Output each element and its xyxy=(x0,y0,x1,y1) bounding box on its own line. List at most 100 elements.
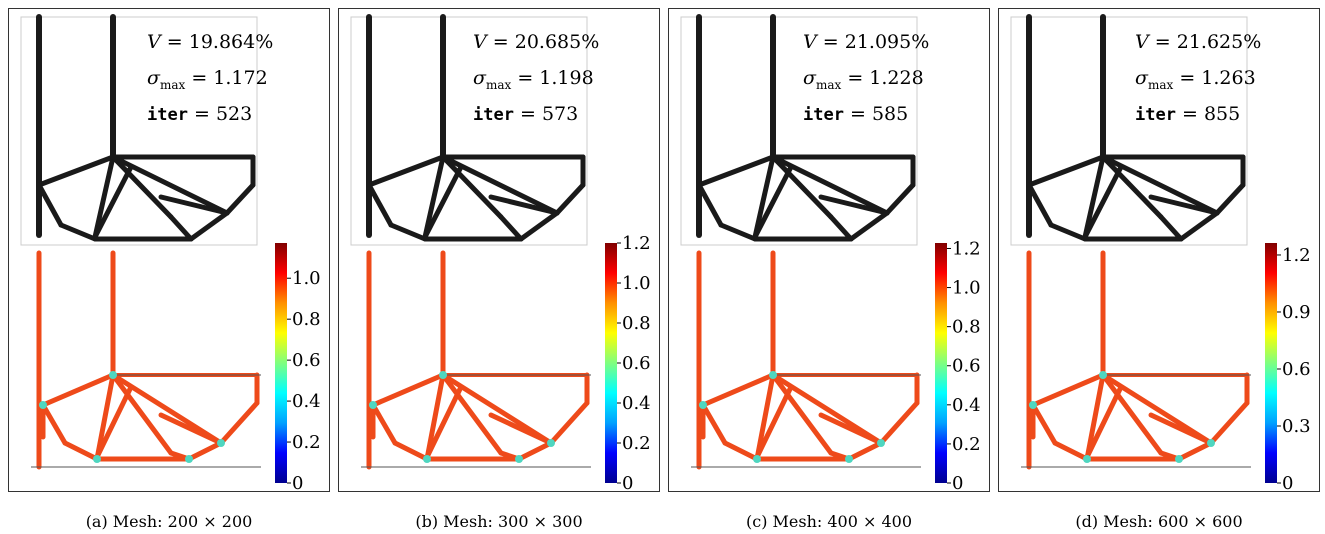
structure-member xyxy=(158,194,230,216)
figure-panel-c: 1.2 1.0 0.8 0.6 0.4 0.2 0 V = 21.095% σmax = 1… xyxy=(668,8,990,493)
joint-hotspot xyxy=(753,455,761,463)
stress-member xyxy=(1176,440,1214,462)
structure-density-plot xyxy=(350,14,588,246)
stress-member xyxy=(424,384,464,460)
stress-member xyxy=(770,372,834,456)
caption-a: (a) Mesh: 200 × 200 xyxy=(85,512,253,531)
structure-member xyxy=(422,154,446,240)
colorbar-tick-label: 0 xyxy=(292,473,303,493)
iteration-count: iter = 585 xyxy=(803,103,909,125)
joint-hotspot xyxy=(515,455,523,463)
structure-member xyxy=(1214,182,1246,216)
max-stress: σmax = 1.198 xyxy=(473,67,594,92)
colorbar-tick-label: 0.6 xyxy=(952,356,981,377)
volume-fraction: V = 21.095% xyxy=(803,31,930,53)
caption-b: (b) Mesh: 300 × 300 xyxy=(415,512,583,531)
structure-density-plot xyxy=(1010,14,1248,246)
volume-fraction: V = 20.685% xyxy=(473,31,600,53)
joint-hotspot xyxy=(217,439,225,447)
joint-hotspot xyxy=(109,371,117,379)
colorbar-tick-label: 0.4 xyxy=(952,395,981,416)
colorbar xyxy=(275,243,287,483)
joint-hotspot xyxy=(1175,455,1183,463)
structure-member xyxy=(224,182,256,216)
joint-hotspot xyxy=(93,455,101,463)
stress-member xyxy=(40,402,68,446)
stress-member xyxy=(700,372,776,408)
joint-hotspot xyxy=(423,455,431,463)
structure-member xyxy=(58,222,98,242)
structure-member xyxy=(388,222,428,242)
structure-density-plot xyxy=(20,14,258,246)
stress-distribution-plot xyxy=(361,250,591,470)
structure-member xyxy=(1148,194,1220,216)
stress-member xyxy=(1148,412,1214,446)
iteration-count: iter = 573 xyxy=(473,103,579,125)
stress-member xyxy=(440,372,504,456)
panel-graphics: 1.0 0.8 0.6 0.4 0.2 0 xyxy=(20,14,321,493)
joint-hotspot xyxy=(439,371,447,379)
colorbar-tick-label: 0 xyxy=(1282,473,1293,493)
caption-d: (d) Mesh: 600 × 600 xyxy=(1075,512,1243,531)
stress-member xyxy=(488,412,554,446)
joint-hotspot xyxy=(769,371,777,379)
colorbar-ticks: 1.0 0.8 0.6 0.4 0.2 0 xyxy=(287,268,321,493)
structure-member xyxy=(36,182,64,228)
colorbar-tick-label: 0.6 xyxy=(292,350,321,371)
structure-member xyxy=(752,164,794,240)
colorbar-tick-label: 0.4 xyxy=(292,391,321,412)
structure-member xyxy=(848,210,890,242)
structure-member xyxy=(770,154,834,220)
stress-member xyxy=(818,412,884,446)
structure-member xyxy=(422,164,464,240)
stress-member xyxy=(370,402,398,446)
joint-hotspot xyxy=(877,439,885,447)
colorbar-tick-label: 0.8 xyxy=(292,309,321,330)
colorbar-tick-label: 0.2 xyxy=(622,433,651,454)
structure-member xyxy=(752,154,776,240)
structure-member xyxy=(1082,164,1124,240)
structure-member xyxy=(498,214,524,242)
colorbar-tick-label: 0.8 xyxy=(622,313,651,334)
joint-hotspot xyxy=(845,455,853,463)
stress-member xyxy=(158,412,224,446)
colorbar-tick-label: 0 xyxy=(622,473,633,493)
colorbar-tick-label: 0.2 xyxy=(952,434,981,455)
colorbar-tick-label: 0.2 xyxy=(292,432,321,453)
colorbar-ticks: 1.2 1.0 0.8 0.6 0.4 0.2 0 xyxy=(617,233,651,493)
stress-distribution-plot xyxy=(31,250,261,470)
stress-member xyxy=(1100,372,1164,456)
stress-member xyxy=(218,400,260,446)
stress-member xyxy=(1208,400,1250,446)
stress-distribution-plot xyxy=(1021,250,1251,470)
stress-member xyxy=(40,372,116,408)
structure-member xyxy=(1026,182,1054,228)
panel-graphics: 1.2 0.9 0.6 0.3 0 xyxy=(1010,14,1311,493)
stress-member xyxy=(392,440,430,462)
structure-member xyxy=(1178,210,1220,242)
structure-member xyxy=(718,222,758,242)
structure-member xyxy=(554,182,586,216)
figure-panel-d: 1.2 0.9 0.6 0.3 0 V = 21.625% σmax = 1.263 i… xyxy=(998,8,1320,493)
structure-member xyxy=(488,194,560,216)
structure-frame xyxy=(1010,16,1248,246)
colorbar-tick-label: 0.6 xyxy=(622,353,651,374)
stress-member xyxy=(94,384,134,460)
structure-member xyxy=(696,182,724,228)
colorbar-tick-label: 0 xyxy=(952,473,963,493)
stress-member xyxy=(1084,372,1106,462)
structure-member xyxy=(1048,222,1088,242)
colorbar-tick-label: 1.2 xyxy=(952,238,981,259)
joint-hotspot xyxy=(699,401,707,409)
structure-member xyxy=(518,210,560,242)
stress-member xyxy=(1084,384,1124,460)
structure-member xyxy=(818,194,890,216)
volume-fraction: V = 19.864% xyxy=(147,31,274,53)
max-stress: σmax = 1.172 xyxy=(147,67,268,92)
stress-member xyxy=(110,372,174,456)
stress-member xyxy=(1030,402,1058,446)
iteration-count: iter = 855 xyxy=(1135,103,1241,125)
colorbar-tick-label: 0.3 xyxy=(1282,416,1311,437)
colorbar-tick-label: 1.2 xyxy=(622,233,651,254)
figure-panel-b: 1.2 1.0 0.8 0.6 0.4 0.2 0 V = 20.685% σmax = 1… xyxy=(338,8,660,493)
